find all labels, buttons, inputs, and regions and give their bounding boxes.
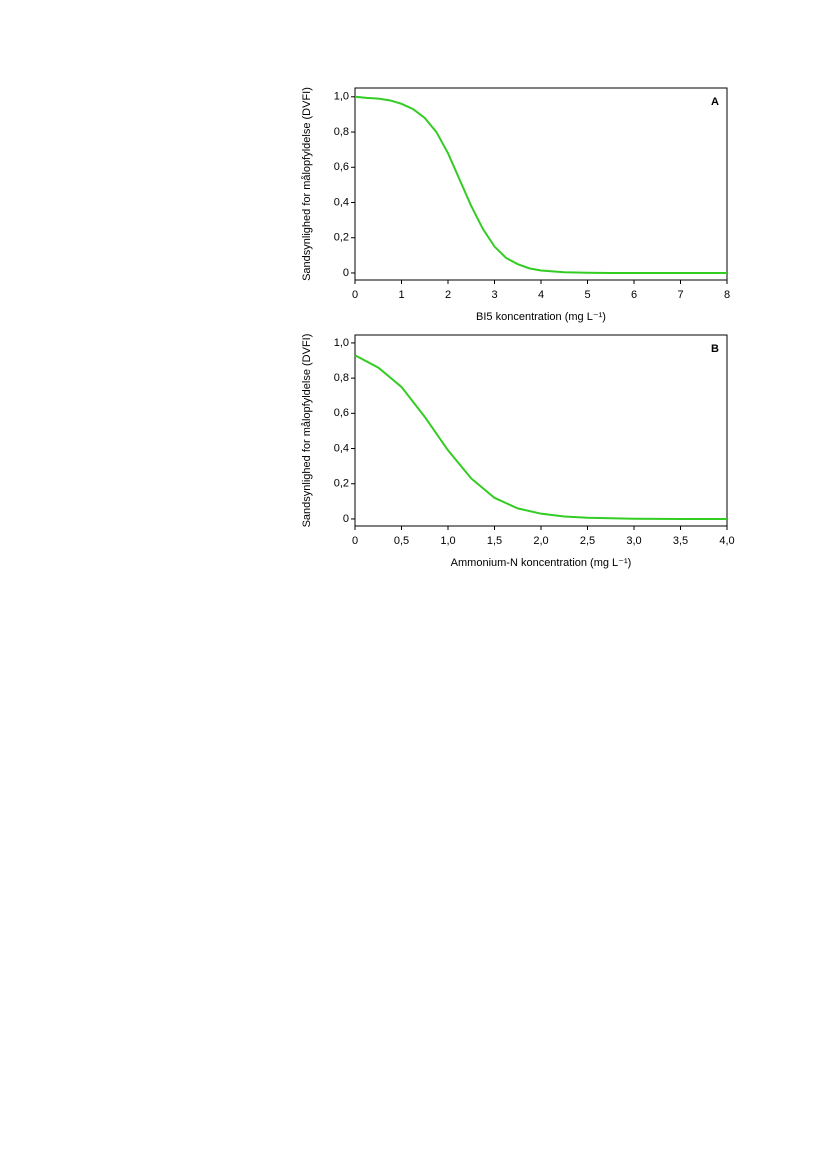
x-axis-label: BI5 koncentration (mg L⁻¹) — [476, 311, 606, 323]
x-tick-label: 4,0 — [719, 535, 734, 547]
data-line — [354, 354, 727, 520]
x-tick-label: 3,5 — [673, 535, 688, 547]
panel-label: A — [711, 96, 719, 108]
y-tick-label: 0,8 — [334, 372, 349, 384]
x-tick-label: 4 — [538, 289, 544, 301]
x-tick-label: 1,5 — [487, 535, 502, 547]
x-tick-label: 0 — [352, 535, 358, 547]
x-tick-label: 1,0 — [440, 535, 455, 547]
y-tick-label: 1,0 — [334, 91, 349, 103]
x-tick-label: 3,0 — [626, 535, 641, 547]
plot-frame — [354, 87, 728, 281]
x-tick-label: 0 — [352, 289, 358, 301]
y-tick-label: 0,2 — [334, 478, 349, 490]
line-chart: 0 0,2 0,4 0,6 0,8 1,0 0 1 2 3 4 5 6 7 8 BI5 koncentrati… — [301, 87, 730, 323]
x-axis-label: Ammonium-N koncentration (mg L⁻¹) — [451, 557, 632, 569]
x-tick-label: 3 — [491, 289, 497, 301]
y-tick-label: 1,0 — [334, 337, 349, 349]
y-axis-label: Sandsynlighed for målopfyldelse (DVFI) — [301, 87, 313, 281]
y-tick-label: 0 — [343, 513, 349, 525]
x-tick-label: 6 — [631, 289, 637, 301]
x-tick-label: 8 — [724, 289, 730, 301]
y-tick-label: 0,8 — [334, 126, 349, 138]
y-tick-label: 0 — [343, 267, 349, 279]
x-tick-label: 7 — [677, 289, 683, 301]
plot-frame — [354, 334, 728, 527]
y-tick-label: 0,6 — [334, 407, 349, 419]
x-tick-label: 5 — [584, 289, 590, 301]
y-tick-label: 0,6 — [334, 161, 349, 173]
x-tick-label: 0,5 — [394, 535, 409, 547]
x-tick-label: 2 — [445, 289, 451, 301]
x-tick-label: 2,5 — [580, 535, 595, 547]
y-tick-label: 0,4 — [334, 196, 349, 208]
y-tick-label: 0,2 — [334, 232, 349, 244]
y-tick-label: 0,4 — [334, 442, 349, 454]
y-axis-label: Sandsynlighed for målopfyldelse (DVFI) — [301, 334, 313, 528]
panel-label: B — [711, 343, 719, 355]
data-line — [354, 95, 727, 274]
x-tick-label: 1 — [398, 289, 404, 301]
line-chart: 0 0,2 0,4 0,6 0,8 1,0 0 0,5 1,0 1,5 2,0 2,5 3,0 3,5 4,… — [301, 334, 735, 569]
x-tick-label: 2,0 — [533, 535, 548, 547]
